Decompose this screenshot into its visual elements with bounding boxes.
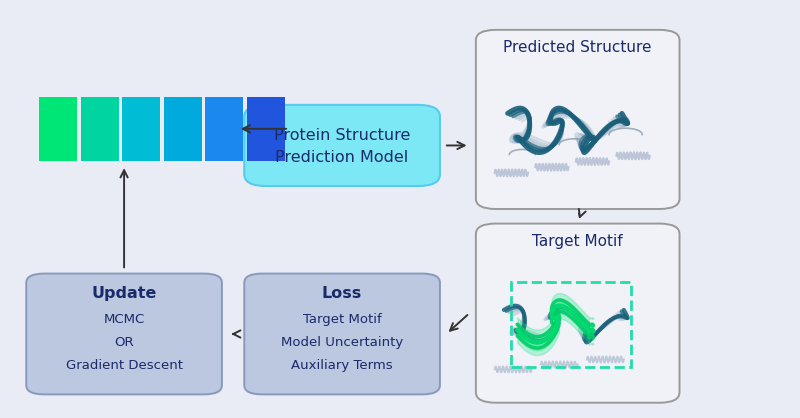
FancyBboxPatch shape [244, 273, 440, 395]
Text: Update: Update [91, 286, 157, 301]
Text: Prediction Model: Prediction Model [275, 150, 409, 166]
FancyBboxPatch shape [476, 30, 679, 209]
FancyBboxPatch shape [246, 97, 285, 161]
FancyBboxPatch shape [244, 105, 440, 186]
Text: Loss: Loss [322, 286, 362, 301]
FancyBboxPatch shape [39, 97, 78, 161]
FancyBboxPatch shape [81, 97, 119, 161]
FancyBboxPatch shape [476, 224, 679, 403]
Text: Protein Structure: Protein Structure [274, 127, 410, 143]
Text: MCMC
OR
Gradient Descent: MCMC OR Gradient Descent [66, 313, 182, 372]
Text: Target Motif: Target Motif [532, 234, 623, 249]
FancyBboxPatch shape [26, 273, 222, 395]
FancyBboxPatch shape [122, 97, 161, 161]
Text: Predicted Structure: Predicted Structure [503, 40, 652, 55]
FancyBboxPatch shape [164, 97, 202, 161]
Text: Target Motif
Model Uncertainty
Auxiliary Terms: Target Motif Model Uncertainty Auxiliary… [281, 313, 403, 372]
FancyBboxPatch shape [205, 97, 243, 161]
